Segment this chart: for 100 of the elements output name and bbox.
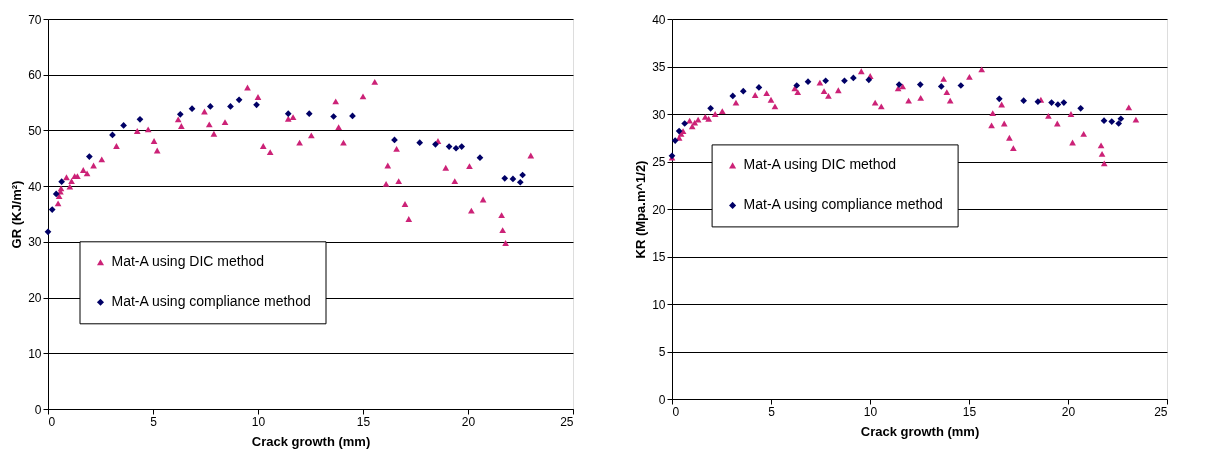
point: [1048, 99, 1055, 106]
point: [1006, 134, 1013, 141]
point: [289, 114, 297, 120]
point: [136, 115, 144, 123]
point: [1132, 116, 1140, 123]
x-tick-label: 10: [863, 404, 878, 419]
point: [946, 97, 954, 104]
point: [235, 96, 243, 104]
x-tick-label: 25: [560, 414, 574, 429]
point: [86, 153, 93, 160]
point: [1045, 113, 1052, 119]
point: [254, 94, 262, 100]
point: [330, 113, 337, 120]
point: [905, 97, 912, 104]
point: [340, 139, 347, 146]
point: [822, 77, 829, 85]
point: [452, 144, 460, 152]
point: [943, 89, 951, 96]
point: [1100, 117, 1108, 124]
point: [1080, 131, 1087, 137]
point: [857, 68, 865, 75]
point: [816, 79, 824, 86]
point: [502, 240, 509, 246]
point: [871, 99, 879, 106]
point: [820, 88, 828, 95]
y-tick-label: 30: [28, 235, 42, 250]
y-tick-label: 25: [652, 155, 666, 169]
point: [729, 92, 737, 100]
point: [210, 130, 218, 137]
y-tick-label: 30: [652, 107, 666, 122]
point: [1100, 160, 1108, 167]
point: [296, 139, 303, 146]
point: [405, 216, 413, 222]
point: [284, 110, 292, 118]
point: [359, 93, 367, 100]
point: [498, 212, 505, 219]
point: [751, 92, 759, 98]
y-tick-label: 35: [652, 60, 666, 74]
y-tick-label: 20: [652, 202, 666, 217]
point: [466, 163, 473, 169]
point: [865, 76, 873, 84]
point: [841, 77, 848, 85]
point: [284, 115, 292, 122]
legend-label: Mat-A using DIC method: [111, 253, 265, 270]
y-tick-label: 5: [658, 345, 666, 359]
x-tick-label: 0: [672, 404, 680, 419]
point: [1125, 104, 1133, 111]
point: [432, 141, 439, 148]
point: [458, 143, 466, 150]
point: [1020, 97, 1027, 105]
point: [335, 124, 342, 130]
point: [44, 228, 52, 236]
point: [501, 174, 509, 182]
x-tick-label: 15: [356, 414, 371, 429]
point: [66, 183, 74, 190]
y-tick-label: 0: [658, 392, 666, 407]
point: [113, 143, 120, 149]
point: [451, 178, 459, 185]
point: [221, 119, 229, 125]
point: [739, 87, 747, 95]
point: [681, 120, 689, 127]
point: [995, 95, 1003, 103]
point: [445, 143, 453, 150]
point: [1060, 99, 1068, 106]
point: [825, 93, 832, 99]
point: [468, 207, 475, 214]
point: [1098, 150, 1106, 157]
x-axis-title: Crack growth (mm): [860, 423, 980, 439]
point: [834, 87, 842, 94]
point: [393, 145, 400, 152]
y-axis-title: GR (KJ/m²): [9, 180, 25, 249]
point: [253, 101, 260, 109]
point: [416, 139, 424, 147]
legend-label: Mat-A using compliance method: [111, 293, 311, 310]
point: [916, 81, 924, 88]
point: [711, 111, 719, 117]
y-tick-label: 40: [652, 12, 666, 27]
point: [978, 66, 986, 73]
point: [63, 174, 70, 181]
point: [1097, 142, 1105, 149]
point: [804, 78, 812, 86]
point: [671, 137, 679, 144]
point: [732, 99, 740, 106]
y-tick-label: 50: [28, 123, 42, 138]
point: [1010, 145, 1017, 152]
point: [227, 103, 234, 110]
point: [266, 149, 274, 156]
point: [150, 138, 158, 144]
point: [686, 117, 693, 124]
point: [771, 103, 779, 110]
point: [707, 104, 714, 112]
legend-label: Mat-A using compliance method: [743, 196, 943, 213]
y-axis-title: KR (Mpa.m^1/2): [633, 160, 649, 259]
point: [1067, 111, 1075, 117]
x-tick-label: 5: [150, 414, 158, 429]
point: [1115, 120, 1123, 127]
point: [850, 74, 857, 82]
point: [794, 89, 802, 96]
point: [1108, 118, 1116, 125]
point: [767, 96, 775, 103]
